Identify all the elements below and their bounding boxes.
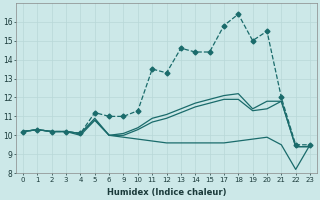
X-axis label: Humidex (Indice chaleur): Humidex (Indice chaleur) xyxy=(107,188,226,197)
